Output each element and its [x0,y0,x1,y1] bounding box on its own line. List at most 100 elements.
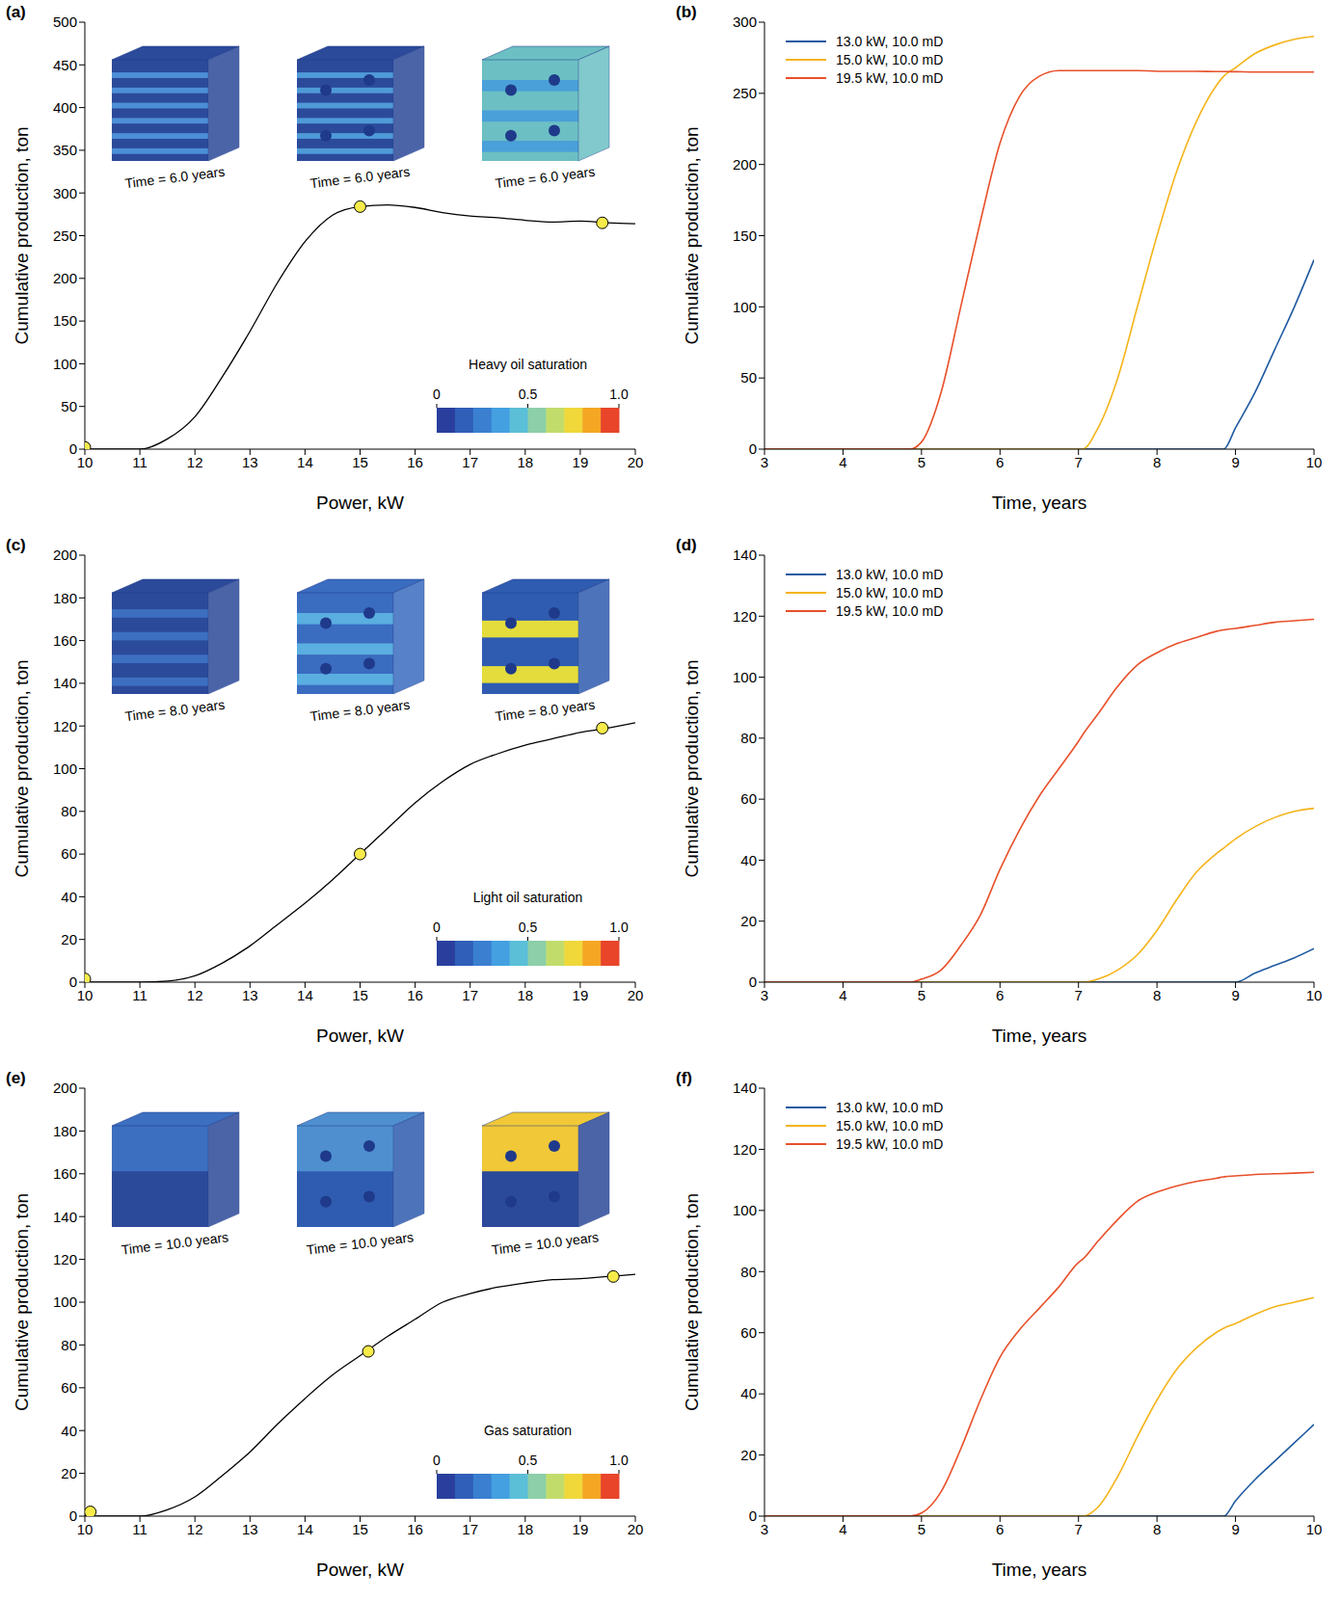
svg-text:20: 20 [627,454,644,471]
svg-text:17: 17 [461,454,479,471]
svg-text:14: 14 [296,454,314,471]
svg-text:1.0: 1.0 [609,919,629,936]
svg-text:150: 150 [732,227,757,244]
svg-text:Gas saturation: Gas saturation [483,1422,572,1439]
svg-text:10: 10 [77,454,94,471]
svg-text:400: 400 [53,99,78,116]
svg-text:160: 160 [53,1165,78,1182]
svg-text:Time = 8.0 years: Time = 8.0 years [124,697,226,725]
svg-text:80: 80 [740,1263,757,1281]
svg-text:Cumulative production, ton: Cumulative production, ton [11,659,32,878]
svg-text:Time = 6.0 years: Time = 6.0 years [309,163,411,192]
svg-text:160: 160 [53,632,78,649]
svg-text:500: 500 [53,13,78,30]
svg-text:0: 0 [749,1507,757,1525]
svg-text:200: 200 [732,156,757,173]
svg-text:(a): (a) [5,2,27,22]
svg-text:120: 120 [732,1141,757,1158]
svg-text:0: 0 [69,1507,78,1525]
svg-text:12: 12 [187,987,204,1004]
svg-text:16: 16 [406,1521,424,1538]
svg-text:(d): (d) [675,536,698,555]
svg-text:(c): (c) [5,536,27,555]
svg-text:140: 140 [53,1208,78,1226]
svg-text:15: 15 [351,987,369,1004]
svg-text:0.5: 0.5 [518,386,538,403]
svg-text:100: 100 [53,1293,78,1311]
svg-text:Time, years: Time, years [992,1559,1088,1581]
svg-text:20: 20 [627,1521,644,1538]
svg-text:450: 450 [53,56,78,74]
svg-text:100: 100 [732,669,757,686]
svg-text:120: 120 [732,608,757,625]
svg-text:140: 140 [732,1079,757,1097]
svg-text:60: 60 [60,845,78,862]
svg-text:50: 50 [740,369,757,386]
svg-text:16: 16 [406,987,424,1004]
svg-text:(e): (e) [5,1069,27,1088]
svg-text:7: 7 [1074,1521,1083,1538]
svg-text:0.5: 0.5 [518,919,538,936]
svg-text:12: 12 [187,454,204,471]
svg-text:5: 5 [917,987,926,1004]
svg-text:Time = 10.0 years: Time = 10.0 years [490,1229,600,1259]
svg-text:200: 200 [53,1079,78,1097]
svg-text:15.0 kW, 10.0 mD: 15.0 kW, 10.0 mD [835,52,943,68]
svg-text:0: 0 [69,440,78,457]
svg-text:10: 10 [1306,987,1323,1004]
svg-text:Time, years: Time, years [992,492,1088,513]
svg-text:Time = 10.0 years: Time = 10.0 years [305,1229,415,1259]
svg-text:8: 8 [1153,1521,1161,1538]
svg-text:6: 6 [995,454,1004,471]
svg-text:10: 10 [77,987,94,1004]
svg-text:180: 180 [53,1123,78,1140]
svg-text:40: 40 [740,1385,757,1402]
svg-text:17: 17 [461,987,479,1004]
svg-text:0: 0 [69,973,78,991]
svg-text:4: 4 [838,1521,847,1538]
svg-text:150: 150 [53,312,78,329]
svg-text:140: 140 [732,546,757,564]
svg-text:1.0: 1.0 [609,1452,629,1469]
svg-text:15.0 kW, 10.0 mD: 15.0 kW, 10.0 mD [835,1118,943,1134]
svg-text:19.5 kW, 10.0 mD: 19.5 kW, 10.0 mD [835,70,943,86]
svg-text:11: 11 [132,1521,148,1538]
svg-text:Power, kW: Power, kW [316,1025,404,1046]
svg-text:40: 40 [60,1422,78,1440]
svg-text:0: 0 [749,440,757,457]
svg-text:19: 19 [572,1521,590,1538]
svg-text:0: 0 [432,919,441,936]
svg-text:(b): (b) [675,2,698,22]
svg-text:180: 180 [53,590,78,607]
svg-text:10: 10 [1306,1521,1323,1538]
svg-text:6: 6 [995,1521,1004,1538]
svg-text:Time = 6.0 years: Time = 6.0 years [124,163,226,192]
svg-text:120: 120 [53,1251,78,1268]
svg-text:18: 18 [516,454,534,471]
svg-text:40: 40 [60,888,78,906]
svg-text:4: 4 [838,454,847,471]
svg-text:8: 8 [1153,454,1161,471]
svg-text:Power, kW: Power, kW [316,1559,404,1581]
svg-text:80: 80 [740,729,757,747]
svg-text:250: 250 [732,84,757,102]
svg-text:60: 60 [740,1324,757,1341]
svg-text:13: 13 [241,1521,259,1538]
svg-text:17: 17 [461,1521,479,1538]
svg-text:20: 20 [60,931,78,948]
svg-text:7: 7 [1074,454,1083,471]
svg-text:Cumulative production, ton: Cumulative production, ton [681,126,702,345]
svg-text:100: 100 [53,355,78,373]
svg-text:9: 9 [1231,987,1239,1004]
svg-text:80: 80 [60,1337,78,1354]
svg-text:350: 350 [53,141,78,159]
svg-text:3: 3 [760,454,769,471]
svg-text:200: 200 [53,269,78,287]
svg-text:11: 11 [132,987,148,1004]
svg-text:140: 140 [53,674,78,692]
svg-text:300: 300 [53,185,78,202]
svg-text:100: 100 [53,760,78,778]
svg-text:6: 6 [995,987,1004,1004]
svg-text:250: 250 [53,227,78,244]
svg-text:Time = 8.0 years: Time = 8.0 years [494,697,596,725]
